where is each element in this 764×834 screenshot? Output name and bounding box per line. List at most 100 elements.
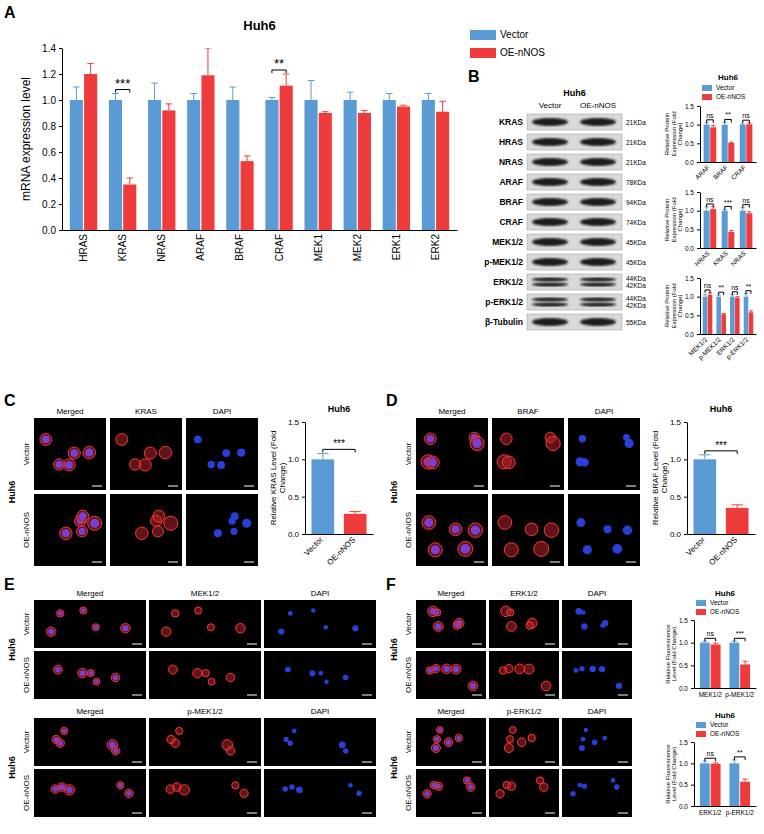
nucleus: [94, 680, 99, 685]
blot-size-label: 78KDa: [626, 179, 646, 186]
nucleus: [237, 449, 245, 457]
stain-signal: [179, 785, 189, 795]
chart: 0.00.51.01.5HRASKRASNRASRelative Protein…: [664, 189, 757, 268]
nucleus: [473, 439, 482, 448]
error-bar: [702, 761, 707, 763]
significance-label: ns: [742, 112, 750, 119]
nucleus: [214, 529, 222, 537]
x-tick-label: MEK1: [313, 234, 324, 262]
blot-strip: [527, 214, 622, 230]
cell-line-label: Huh6: [389, 756, 399, 779]
micrograph-image: [110, 494, 182, 566]
stain-signal: [455, 734, 462, 741]
micrograph-image: [34, 718, 146, 766]
nucleus: [611, 778, 616, 783]
y-tick-label: 1.0: [679, 760, 688, 767]
column-header: p-ERK1/2: [507, 707, 542, 716]
error-bar: [361, 110, 368, 113]
nucleus: [208, 461, 215, 468]
x-tick-label: NRAS: [156, 234, 167, 262]
x-tick-label: CRAF: [274, 234, 285, 261]
significance-label: **: [725, 111, 731, 118]
nucleus: [222, 449, 230, 457]
nucleus: [348, 783, 353, 788]
micrograph-image: [489, 651, 559, 699]
nucleus: [62, 529, 70, 537]
y-tick: 1.0: [670, 455, 687, 464]
scale-bar: [92, 486, 102, 487]
y-tick-mark: [691, 665, 694, 666]
error-bar: [308, 81, 315, 101]
scale-bar: [132, 695, 142, 696]
bar: [265, 100, 278, 230]
nucleus: [435, 623, 441, 629]
row-label: OE-nNOS: [404, 775, 413, 811]
error-bar: [317, 453, 328, 459]
x-axis: MEK1/2p-MEK1/2: [695, 689, 757, 699]
x-axis-line: [63, 230, 458, 231]
y-axis-title-line: Relative Fluorescence: [665, 744, 671, 804]
micrograph-image: [562, 769, 632, 817]
chart-title: Huh6: [328, 404, 351, 414]
x-tick: OE-nNOS: [707, 535, 739, 567]
bar: [710, 127, 716, 162]
blot-strip: [527, 134, 622, 150]
stain-signal: [68, 447, 80, 459]
cell-line-label: Huh6: [7, 481, 17, 504]
y-axis-title-line: Relative BRAF Level (Fold: [651, 431, 660, 525]
y-tick-mark: [302, 422, 305, 423]
y-tick-label: 1.0: [685, 207, 694, 214]
chart-title: Huh6: [243, 18, 276, 33]
y-tick: 0.0: [679, 803, 694, 810]
stain-signal: [236, 623, 246, 633]
y-axis-title: Relative KRAS Level (FoldChange): [269, 431, 287, 526]
bar: [746, 213, 752, 248]
nucleus: [573, 668, 578, 673]
error-bar: [87, 64, 94, 74]
nucleus: [282, 786, 288, 792]
x-tick: ARAF: [195, 234, 206, 261]
y-axis: 0.00.51.01.5: [679, 739, 695, 810]
micrograph-image: [562, 651, 632, 699]
x-tick-label: p-ERK1/2: [726, 809, 755, 817]
significance-bracket: [746, 291, 751, 294]
stain-signal: [87, 670, 94, 677]
plot-marks: [693, 455, 748, 534]
blot-strip: [527, 314, 622, 330]
nucleus: [431, 545, 440, 554]
scale-bar: [247, 813, 257, 814]
y-tick: 0.5: [670, 493, 687, 502]
significance-label: ns: [706, 112, 714, 119]
error-bar: [439, 101, 446, 111]
blot-row-label: NRAS: [499, 157, 523, 167]
nucleus: [603, 525, 611, 533]
stain-signal: [517, 738, 526, 747]
stain-signal: [502, 456, 515, 469]
column-header: DAPI: [588, 707, 607, 716]
stain-signal: [506, 622, 516, 632]
stain-signal: [458, 541, 473, 556]
nucleus: [278, 629, 284, 635]
legend: VectorOE-nNOS: [470, 29, 545, 58]
scale-bar: [362, 695, 372, 696]
y-tick-mark: [691, 806, 694, 807]
error-bar: [702, 641, 707, 642]
micrograph-image: [416, 769, 486, 817]
nucleus: [444, 666, 450, 672]
column-header: KRAS: [135, 407, 157, 416]
y-tick-mark: [697, 211, 700, 212]
scale-bar: [244, 486, 254, 487]
blot-band: [580, 298, 616, 302]
scale-bar: [626, 486, 636, 487]
row-label: Vector: [22, 442, 31, 465]
stain-signal: [54, 459, 65, 470]
bar: [722, 125, 728, 162]
error-bar: [322, 112, 329, 113]
significance-label: ns: [731, 284, 739, 291]
nucleus: [581, 623, 587, 629]
scale-bar: [132, 813, 142, 814]
legend-swatch: [696, 731, 706, 737]
y-tick: 0.2: [42, 199, 62, 210]
stain-signal: [61, 727, 68, 734]
y-tick: 1.0: [685, 293, 700, 300]
